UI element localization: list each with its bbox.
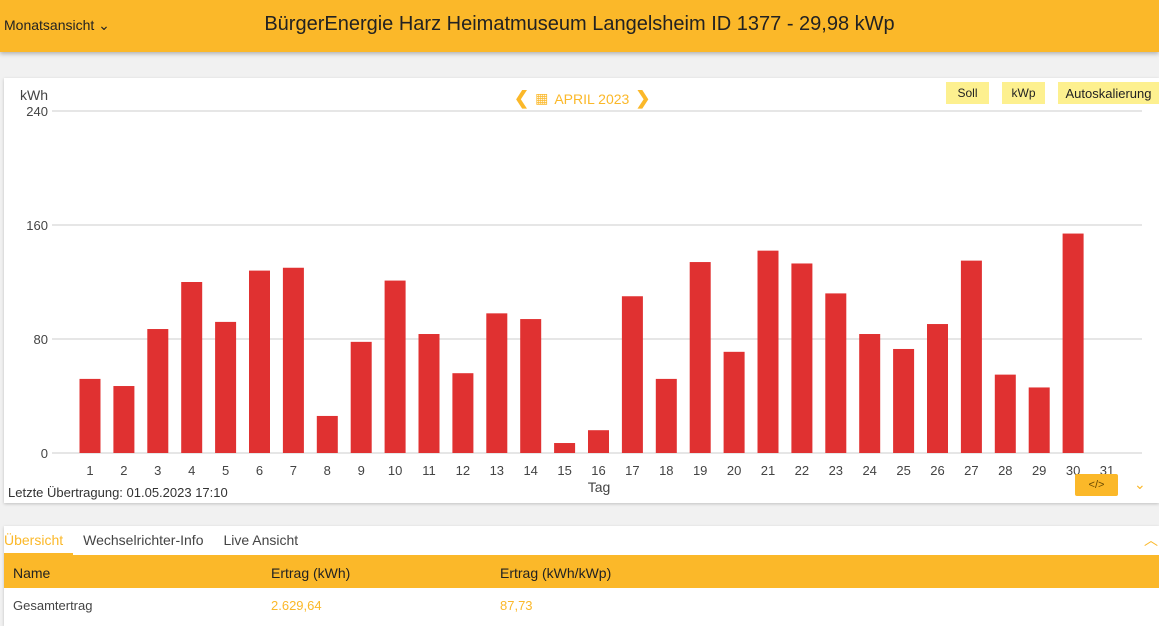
x-tick-label: 26 [930,463,944,478]
bar-day-23 [825,293,847,453]
bar-day-5 [215,321,237,453]
bar-day-12 [452,373,474,453]
tab-wechselrichter-info[interactable]: Wechselrichter-Info [83,532,204,548]
bar-day-24 [859,334,881,453]
autoscale-button[interactable]: Autoskalierung [1058,82,1159,104]
view-select[interactable]: Monatsansicht ⌄ [4,17,110,34]
tab-bar: Übersicht Wechselrichter-Info Live Ansic… [4,526,1159,555]
x-tick-label: 2 [120,463,127,478]
x-tick-label: 22 [795,463,809,478]
bar-day-25 [893,348,915,453]
soll-button[interactable]: Soll [946,82,989,104]
bar-day-16 [588,430,609,453]
file-code-icon: </> [1088,479,1105,491]
x-tick-label: 14 [523,463,537,478]
kwp-button[interactable]: kWp [1002,82,1045,104]
x-tick-label: 10 [388,463,402,478]
bar-day-15 [554,443,576,453]
x-axis-label: Tag [588,479,611,495]
x-tick-label: 5 [222,463,229,478]
x-tick-label: 13 [490,463,504,478]
bar-day-11 [418,334,440,453]
bar-day-9 [350,341,372,453]
x-tick-label: 7 [290,463,297,478]
x-tick-label: 1 [86,463,93,478]
bar-day-8 [316,415,338,453]
summary-card: Übersicht Wechselrichter-Info Live Ansic… [4,526,1159,626]
bar-day-13 [486,313,508,453]
x-tick-label: 17 [625,463,639,478]
bar-day-27 [960,260,982,453]
collapse-chevron-up-icon[interactable]: ︿ [1144,532,1158,548]
chevron-right-icon[interactable]: ❯ [635,88,651,108]
bar-day-7 [282,267,304,453]
last-transmission: Letzte Übertragung: 01.05.2023 17:10 [8,485,228,500]
bar-day-19 [689,262,711,453]
cell-name: Gesamtertrag [13,598,93,613]
bar-day-4 [181,282,203,453]
x-tick-label: 24 [862,463,876,478]
view-select-label: Monatsansicht [4,17,95,33]
x-tick-label: 20 [727,463,741,478]
x-tick-label: 4 [188,463,195,478]
x-tick-label: 11 [422,463,436,478]
bar-day-6 [249,270,270,453]
x-tick-label: 8 [324,463,331,478]
period-label[interactable]: APRIL 2023 [554,90,630,107]
table-row: Gesamtertrag 2.629,64 87,73 [4,588,1159,626]
tab-uebersicht[interactable]: Übersicht [4,526,74,555]
bar-day-17 [621,296,643,453]
col-ertrag: Ertrag (kWh) [271,565,351,581]
bar-day-29 [1028,387,1050,453]
x-tick-label: 28 [998,463,1012,478]
bar-day-18 [655,378,677,453]
x-tick-label: 15 [557,463,571,478]
col-ertrag-kwp: Ertrag (kWh/kWp) [500,565,612,581]
period-nav: ❮ ▦ APRIL 2023 ❯ [514,88,650,109]
x-tick-label: 25 [896,463,910,478]
x-tick-label: 27 [964,463,978,478]
y-tick-label: 160 [26,218,48,233]
cell-ertrag-kwp: 87,73 [500,598,533,613]
bar-day-21 [757,250,779,453]
cell-ertrag: 2.629,64 [271,598,322,613]
col-name: Name [13,565,51,581]
x-tick-label: 9 [358,463,365,478]
chevron-down-icon: ⌄ [98,17,110,33]
bar-day-30 [1062,233,1084,453]
bar-day-26 [927,324,948,453]
bar-day-28 [994,374,1016,453]
x-tick-label: 23 [829,463,843,478]
bar-day-2 [113,386,135,453]
y-tick-label: 0 [41,446,48,461]
x-tick-label: 3 [154,463,161,478]
expand-chevron-down-icon[interactable]: ⌄ [1134,476,1146,492]
bar-day-10 [384,280,406,453]
y-tick-label: 80 [34,332,48,347]
export-button[interactable]: </> [1075,474,1118,496]
bar-day-14 [520,319,542,453]
top-bar: Monatsansicht ⌄ BürgerEnergie Harz Heima… [0,0,1159,52]
y-tick-label: 240 [26,104,48,119]
x-tick-label: 12 [456,463,470,478]
y-axis-label: kWh [20,87,48,103]
x-tick-label: 16 [591,463,605,478]
bar-day-1 [79,378,101,453]
bar-day-3 [147,329,169,453]
x-tick-label: 29 [1032,463,1046,478]
table-header: Name Ertrag (kWh) Ertrag (kWh/kWp) [4,555,1159,588]
x-tick-label: 18 [659,463,673,478]
x-tick-label: 6 [256,463,263,478]
calendar-icon: ▦ [535,90,549,106]
page-title: BürgerEnergie Harz Heimatmuseum Langelsh… [264,13,895,35]
x-tick-label: 21 [761,463,775,478]
tab-live-ansicht[interactable]: Live Ansicht [223,532,299,548]
chevron-left-icon[interactable]: ❮ [514,88,530,108]
chart-card: 0 80 160 240 kWh 1 2 3 4 5 6 7 8 9 10 11 12 13 14 15 16 17 18 1… [4,78,1159,503]
bar-day-20 [723,351,745,453]
x-tick-label: 19 [693,463,707,478]
bar-day-22 [791,263,813,453]
